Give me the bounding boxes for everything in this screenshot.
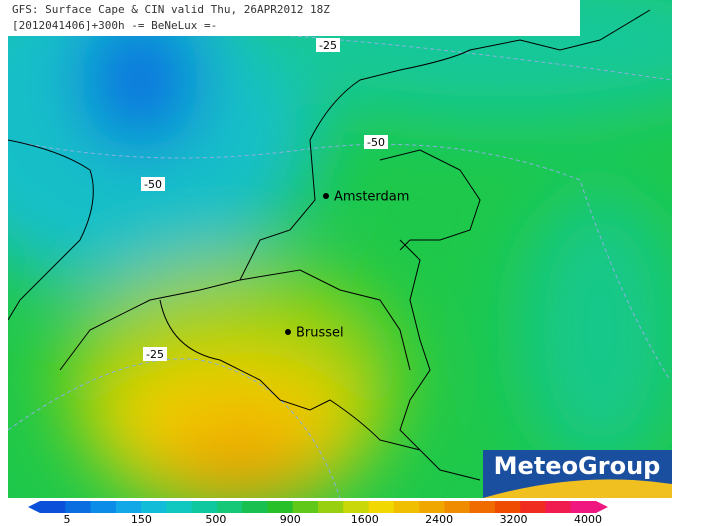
legend-tick-label: 4000 [574, 513, 602, 526]
legend-swatch [115, 501, 142, 513]
legend-swatch [65, 501, 92, 513]
contour-label: -50 [144, 178, 162, 191]
contour-label: -50 [367, 136, 385, 149]
legend-tick-label: 1600 [351, 513, 379, 526]
legend-swatch [494, 501, 521, 513]
color-legend: 5 150 500 900 1600 2400 3200 4000 [28, 501, 608, 526]
legend-swatch [419, 501, 445, 513]
legend-swatch [545, 501, 572, 513]
city-dot [323, 193, 329, 199]
header-line: [2012041406]+300h -= BeNeLux =- [12, 19, 217, 32]
logo: MeteoGroup [483, 450, 672, 498]
legend-swatch [216, 501, 243, 513]
legend-arrow [596, 501, 608, 513]
logo-text: MeteoGroup [494, 452, 661, 480]
city-dot [285, 329, 291, 335]
city-label: Amsterdam [334, 190, 409, 205]
map-field [8, 0, 672, 498]
legend-swatch [469, 501, 496, 513]
legend-tick-label: 500 [205, 513, 226, 526]
legend-arrow [28, 501, 40, 513]
contour-label: -25 [146, 348, 164, 361]
header-box [8, 0, 580, 36]
legend-swatch [242, 501, 268, 513]
legend-swatch [570, 501, 597, 513]
city-label: Brussel [296, 326, 344, 341]
contour-label-box [364, 135, 388, 149]
contour-label-box [141, 177, 165, 191]
legend-swatch [267, 501, 294, 513]
legend-tick-label: 150 [131, 513, 152, 526]
legend-swatch [343, 501, 370, 513]
contour-label-box [316, 38, 340, 52]
contour-label: -25 [319, 39, 337, 52]
contour-label-box [143, 347, 167, 361]
legend-swatch [90, 501, 117, 513]
legend-swatch [444, 501, 471, 513]
legend-tick-label: 900 [280, 513, 301, 526]
legend-swatch [520, 501, 546, 513]
legend-tick-label: 5 [64, 513, 71, 526]
legend-swatch [292, 501, 319, 513]
legend-tick-label: 3200 [500, 513, 528, 526]
legend-swatch [141, 501, 167, 513]
legend-swatch [318, 501, 344, 513]
legend-tick-label: 2400 [425, 513, 453, 526]
legend-swatch [393, 501, 420, 513]
legend-swatch [191, 501, 218, 513]
legend-swatch [40, 501, 66, 513]
header-line: GFS: Surface Cape & CIN valid Thu, 26APR… [12, 3, 330, 16]
legend-swatch [166, 501, 193, 513]
legend-swatch [368, 501, 395, 513]
